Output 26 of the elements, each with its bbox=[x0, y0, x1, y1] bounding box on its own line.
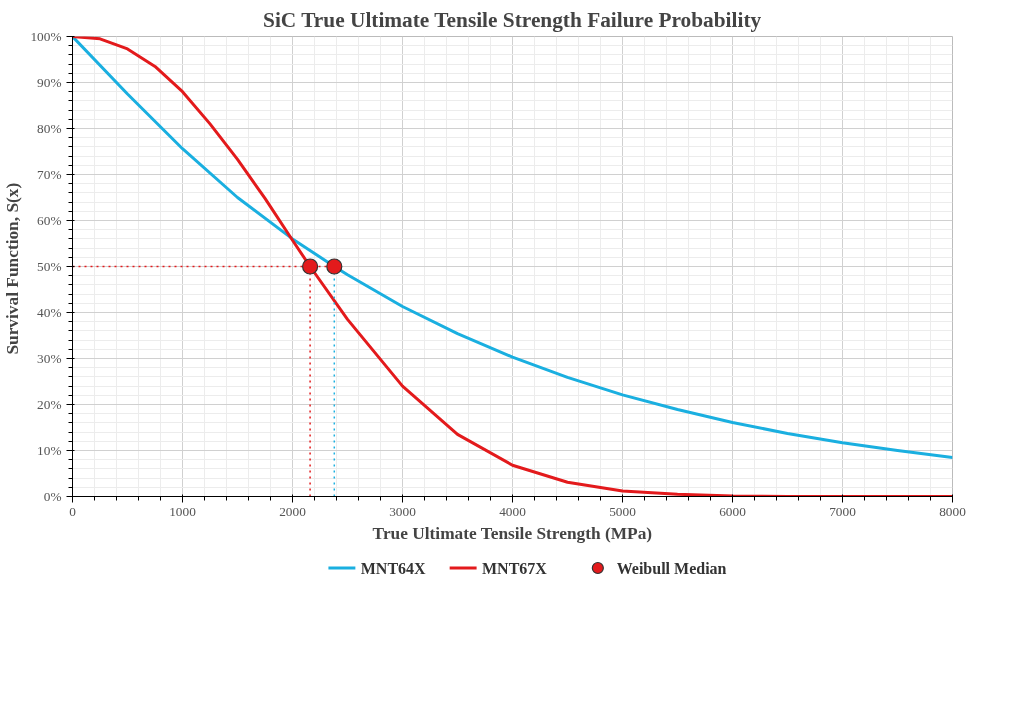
x-tick-label: 8000 bbox=[939, 503, 967, 519]
x-tick-label: 5000 bbox=[609, 503, 637, 519]
x-tick-label: 7000 bbox=[829, 503, 857, 519]
x-tick-label: 4000 bbox=[499, 503, 527, 519]
x-tick-label: 2000 bbox=[279, 503, 307, 519]
y-tick-label: 40% bbox=[37, 305, 62, 320]
x-tick-label: 0 bbox=[69, 503, 77, 519]
x-axis-title: True Ultimate Tensile Strength (MPa) bbox=[372, 523, 653, 543]
y-tick-label: 50% bbox=[37, 259, 62, 274]
chart-title: SiC True Ultimate Tensile Strength Failure Probability bbox=[263, 7, 762, 32]
x-tick-label: 1000 bbox=[169, 503, 197, 519]
y-tick-label: 10% bbox=[37, 443, 62, 458]
y-tick-label: 80% bbox=[37, 121, 62, 136]
y-tick-label: 90% bbox=[37, 75, 62, 90]
y-tick-label: 0% bbox=[43, 489, 62, 504]
y-tick-label: 60% bbox=[37, 213, 62, 228]
legend-label: MNT67X bbox=[481, 559, 548, 577]
x-tick-label: 6000 bbox=[719, 503, 747, 519]
y-tick-label: 20% bbox=[37, 397, 62, 412]
y-tick-label: 100% bbox=[30, 29, 62, 44]
legend-label: MNT64X bbox=[360, 559, 427, 577]
y-tick-label: 30% bbox=[37, 351, 62, 366]
y-tick-label: 70% bbox=[37, 167, 62, 182]
y-axis-title: Survival Function, S(x) bbox=[3, 182, 23, 355]
x-tick-label: 3000 bbox=[389, 503, 417, 519]
legend-label: Weibull Median bbox=[616, 559, 727, 577]
